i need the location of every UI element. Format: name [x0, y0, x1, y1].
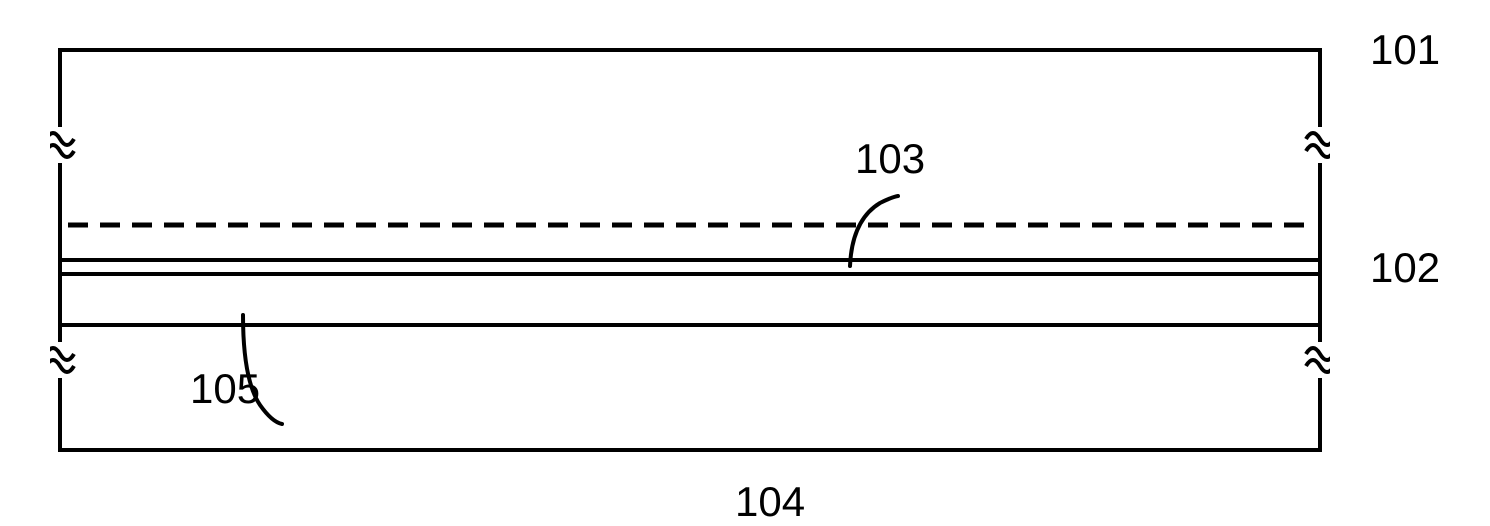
label-102: 102: [1370, 244, 1440, 292]
label-103: 103: [855, 135, 925, 183]
label-101: 101: [1370, 26, 1440, 74]
label-104: 104: [735, 478, 805, 526]
label-105: 105: [190, 365, 260, 413]
